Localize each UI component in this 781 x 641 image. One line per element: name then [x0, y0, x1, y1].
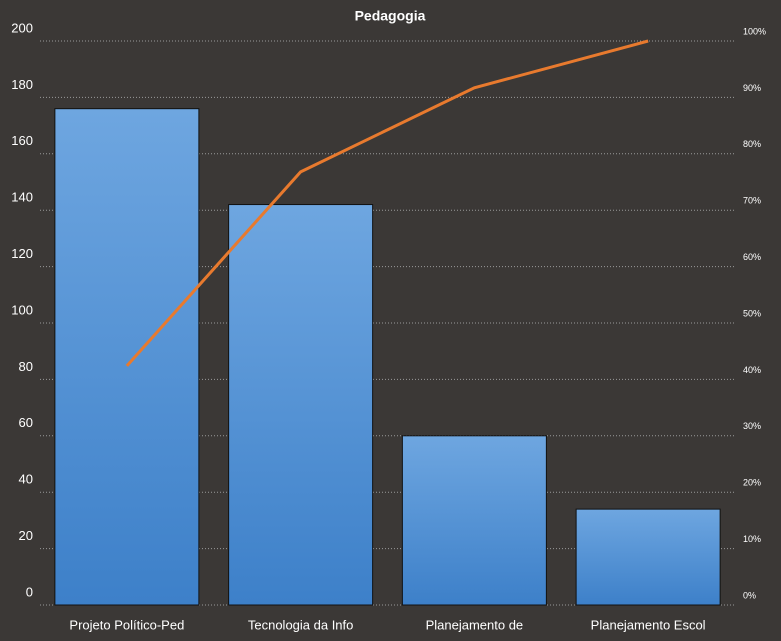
y2-tick-label: 30%	[743, 421, 761, 431]
y2-tick-label: 0%	[743, 590, 756, 600]
y-tick-label: 160	[11, 133, 33, 148]
y2-tick-label: 10%	[743, 534, 761, 544]
x-tick-label: Planejamento de	[426, 617, 524, 632]
y-tick-label: 120	[11, 246, 33, 261]
bar	[401, 435, 547, 606]
y2-tick-label: 60%	[743, 252, 761, 262]
y-tick-label: 0	[26, 584, 33, 599]
bar	[575, 508, 721, 606]
y-tick-label: 40	[19, 472, 33, 487]
bar	[228, 204, 374, 606]
y-tick-label: 180	[11, 77, 33, 92]
cumulative-line	[125, 39, 649, 367]
y2-tick-label: 90%	[743, 83, 761, 93]
y2-tick-label: 100%	[743, 26, 766, 36]
y-tick-label: 80	[19, 359, 33, 374]
x-tick-label: Tecnologia da Info	[248, 617, 354, 632]
bar	[54, 108, 200, 606]
y2-tick-label: 70%	[743, 196, 761, 206]
chart-title: Pedagogia	[355, 8, 426, 24]
y2-tick-label: 20%	[743, 478, 761, 488]
y-tick-label: 200	[11, 20, 33, 35]
x-tick-label: Projeto Político-Ped	[69, 617, 184, 632]
y-tick-label: 60	[19, 415, 33, 430]
y-tick-label: 20	[19, 528, 33, 543]
x-tick-label: Planejamento Escol	[591, 617, 706, 632]
y2-tick-label: 80%	[743, 139, 761, 149]
y2-tick-label: 40%	[743, 365, 761, 375]
y2-tick-label: 50%	[743, 308, 761, 318]
y-tick-label: 100	[11, 302, 33, 317]
y-tick-label: 140	[11, 190, 33, 205]
